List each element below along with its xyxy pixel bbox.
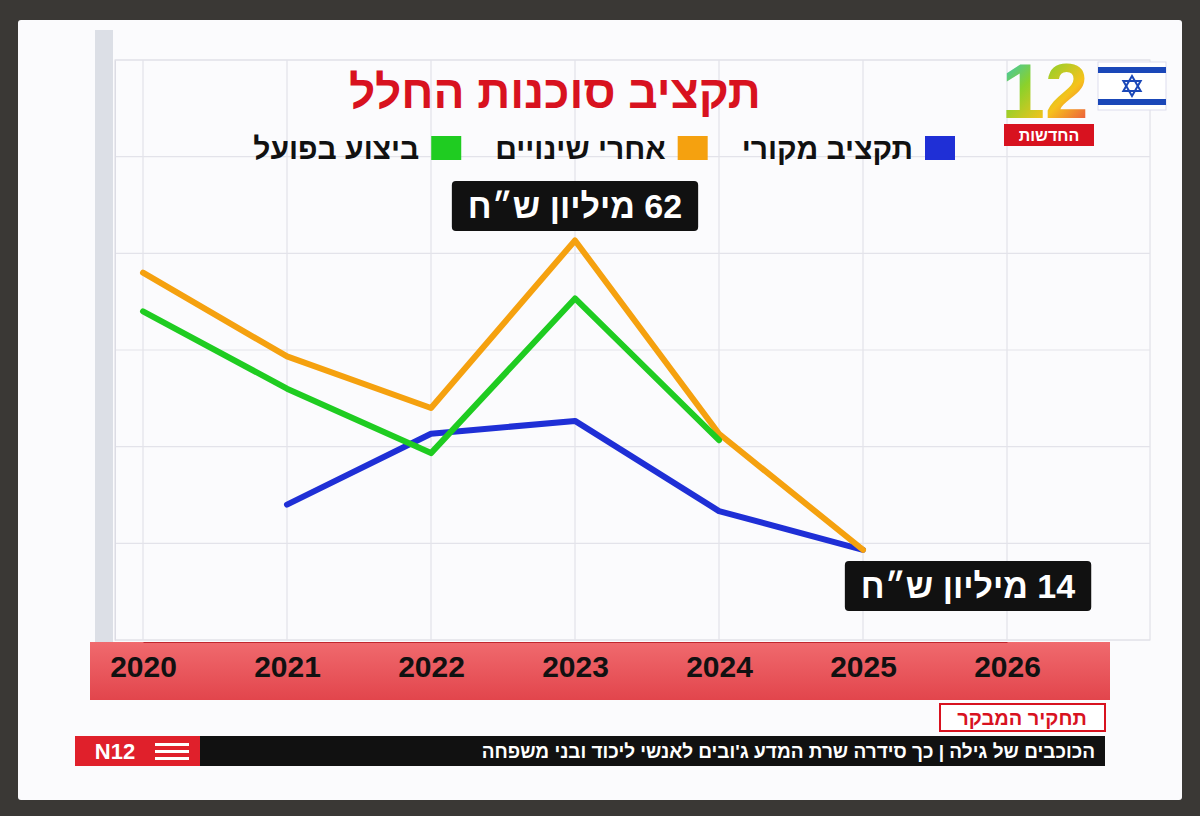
year-band (90, 642, 1110, 700)
x-tick: 2020 (110, 642, 177, 683)
channel-name-box (1004, 124, 1094, 146)
ticker-logo-box (75, 736, 200, 766)
x-tick-label: 2021 (254, 650, 321, 683)
flag-stripe (1098, 67, 1166, 73)
segment-tag-box (940, 704, 1105, 731)
annotation-box (452, 181, 698, 231)
legend-swatch (431, 136, 461, 160)
annotation: 14 מיליון ש״ח (845, 561, 1091, 611)
plot-area (143, 240, 863, 549)
ticker-text: הכוכבים של גילה | כך סידרה שרת המדע ג'וב… (482, 741, 1095, 762)
chart-root: 2020 2021 2022 2023 2024 2025 2026 תקציב סוכנות… (0, 0, 1200, 816)
annotation: 62 מיליון ש״ח (452, 181, 698, 231)
screen (18, 20, 1182, 800)
x-tick: 2022 (398, 642, 465, 683)
flag-stripe (1098, 99, 1166, 105)
grid-line-y (115, 639, 1150, 640)
channel-name: החדשות (1019, 127, 1080, 144)
x-tick-label: 2022 (398, 650, 465, 683)
series-line (143, 298, 719, 453)
grid-line-x (718, 60, 719, 640)
x-tick: 2024 (686, 642, 753, 683)
side-strip (95, 30, 113, 690)
x-axis: 2020 2021 2022 2023 2024 2025 2026 (110, 642, 1041, 683)
legend-label: תקציב מקורי (742, 132, 913, 165)
ticker-logo-mark (155, 743, 189, 746)
bezel (0, 0, 1200, 816)
x-tick: 2023 (542, 642, 609, 683)
ticker-logo: N12 (95, 739, 135, 764)
chart-svg: 2020 2021 2022 2023 2024 2025 2026 תקציב סוכנות… (0, 0, 1200, 816)
grid-line-y (115, 446, 1150, 447)
grid (115, 60, 1150, 640)
ticker-bar (200, 736, 1105, 766)
x-tick: 2021 (254, 642, 321, 683)
title: תקציב סוכנות החלל (349, 66, 761, 118)
flag-star (1123, 81, 1140, 96)
annotation-box (845, 561, 1091, 611)
segment-tag: תחקיר המבקר (957, 707, 1087, 729)
flag (1098, 62, 1166, 110)
grid-line-y (115, 253, 1150, 254)
legend-swatch (678, 136, 708, 160)
channel-number: 12 (1002, 47, 1089, 135)
grid-line-x (142, 60, 143, 640)
x-tick-label: 2023 (542, 650, 609, 683)
grid-line-y (115, 543, 1150, 544)
x-tick: 2026 (974, 642, 1041, 683)
x-tick: 2025 (830, 642, 897, 683)
grid-line-x (1006, 60, 1007, 640)
grid-line-y (115, 59, 1150, 60)
y-axis-line (115, 61, 116, 641)
x-tick-label: 2025 (830, 650, 897, 683)
legend: תקציב מקורי אחרי שינויים ביצוע בפועל (253, 132, 955, 165)
series-line (287, 421, 863, 550)
x-tick-label: 2024 (686, 650, 753, 683)
legend-label: אחרי שינויים (495, 132, 665, 165)
plot-frame (115, 60, 1150, 640)
annotation-text: 14 מיליון ש״ח (861, 567, 1075, 605)
x-axis-line (144, 642, 1008, 643)
annotation-text: 62 מיליון ש״ח (468, 187, 682, 225)
x-tick-label: 2020 (110, 650, 177, 683)
x-tick-label: 2026 (974, 650, 1041, 683)
ticker-logo-mark (155, 750, 189, 753)
ticker-logo-mark (155, 757, 189, 760)
series-line (143, 240, 863, 549)
y-axis (115, 61, 117, 641)
legend-swatch (925, 136, 955, 160)
legend-label: ביצוע בפועל (253, 132, 419, 165)
flag-field (1098, 62, 1166, 110)
